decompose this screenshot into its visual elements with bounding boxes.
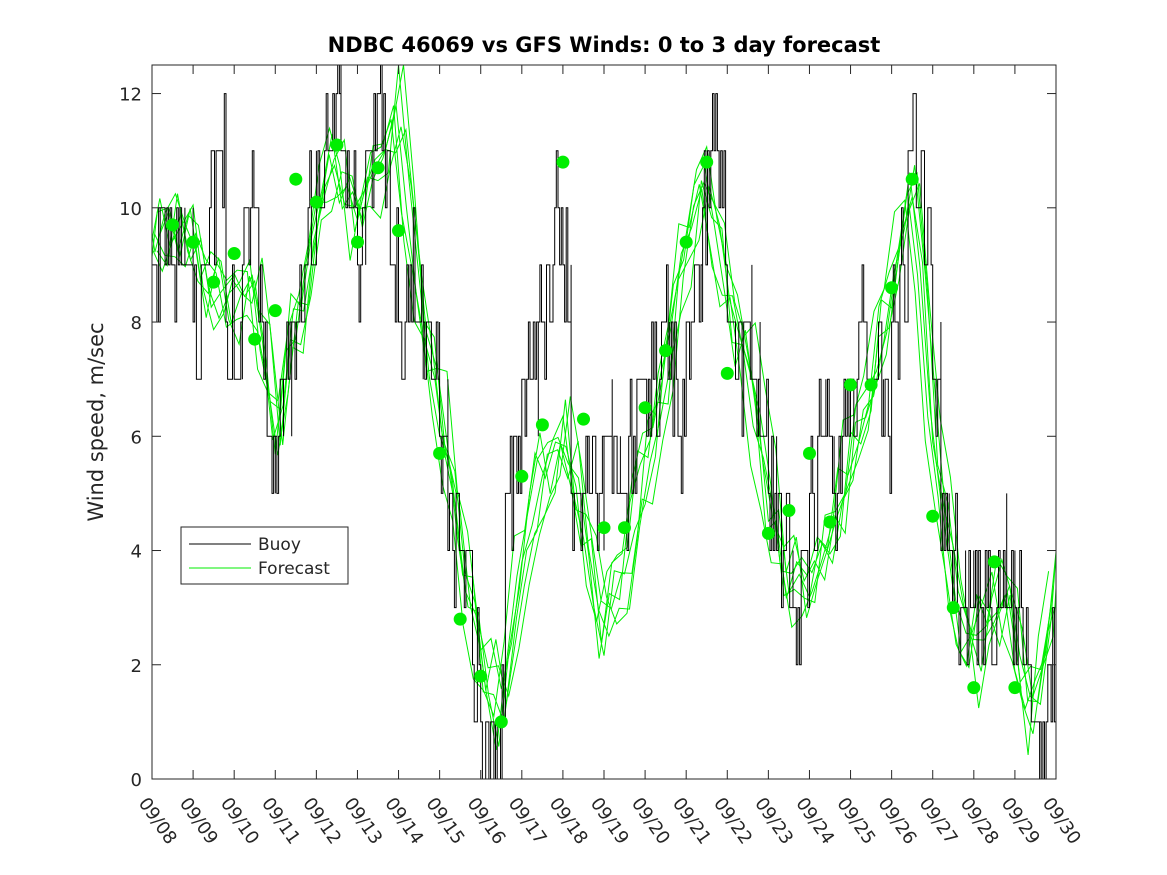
forecast-marker [494, 715, 508, 729]
forecast-marker [351, 235, 364, 249]
forecast-marker [679, 235, 693, 249]
y-tick-label: 4 [131, 542, 142, 563]
forecast-marker [453, 612, 467, 626]
forecast-marker [207, 275, 221, 289]
forecast-marker [289, 172, 303, 186]
forecast-marker [885, 281, 899, 295]
forecast-marker [782, 504, 796, 517]
forecast-marker [535, 418, 549, 432]
forecast-marker [556, 155, 570, 169]
forecast-marker [700, 155, 714, 169]
y-tick-label: 2 [131, 656, 142, 677]
y-tick-label: 0 [131, 770, 142, 791]
buoy-line-group [152, 64, 1057, 780]
legend: Buoy Forecast [180, 526, 349, 585]
forecast-line [158, 127, 1057, 698]
forecast-marker [392, 224, 405, 238]
forecast-marker [618, 521, 631, 535]
forecast-marker [864, 378, 878, 392]
forecast-marker [597, 521, 611, 535]
forecast-marker [268, 304, 282, 318]
forecast-marker [474, 669, 488, 683]
forecast-marker [186, 235, 200, 249]
forecast-marker [309, 195, 323, 209]
forecast-marker [166, 218, 179, 232]
forecast-marker [926, 509, 940, 523]
chart-title: NDBC 46069 vs GFS Winds: 0 to 3 day fore… [328, 33, 881, 57]
forecast-marker [371, 161, 385, 175]
forecast-marker [844, 378, 857, 392]
y-tick-label: 6 [131, 427, 142, 448]
forecast-marker [720, 366, 734, 380]
forecast-marker [967, 681, 981, 695]
y-tick-label: 8 [131, 313, 142, 334]
forecast-marker [638, 401, 652, 415]
plot-area [152, 65, 1056, 779]
forecast-line [156, 64, 1057, 709]
forecast-marker [515, 469, 529, 483]
forecast-marker [761, 526, 775, 540]
forecast-marker [1008, 681, 1022, 695]
legend-label-buoy: Buoy [258, 535, 301, 555]
forecast-marker [330, 138, 344, 152]
forecast-marker [248, 332, 262, 346]
legend-label-forecast: Forecast [258, 559, 330, 579]
forecast-marker [659, 344, 673, 358]
y-tick-label: 12 [119, 85, 142, 106]
forecast-marker [987, 555, 1001, 569]
forecast-marker [577, 412, 590, 426]
forecast-marker [227, 247, 241, 260]
forecast-marker [823, 515, 837, 529]
forecast-marker [946, 601, 960, 615]
y-tick-label: 10 [119, 199, 142, 220]
buoy-line [152, 64, 1057, 780]
forecast-marker [433, 446, 447, 460]
forecast-marker [803, 446, 816, 460]
legend-box [180, 526, 349, 585]
y-axis-label: Wind speed, m/sec [84, 322, 108, 521]
forecast-marker [905, 172, 919, 186]
forecast-markers [166, 138, 1022, 729]
